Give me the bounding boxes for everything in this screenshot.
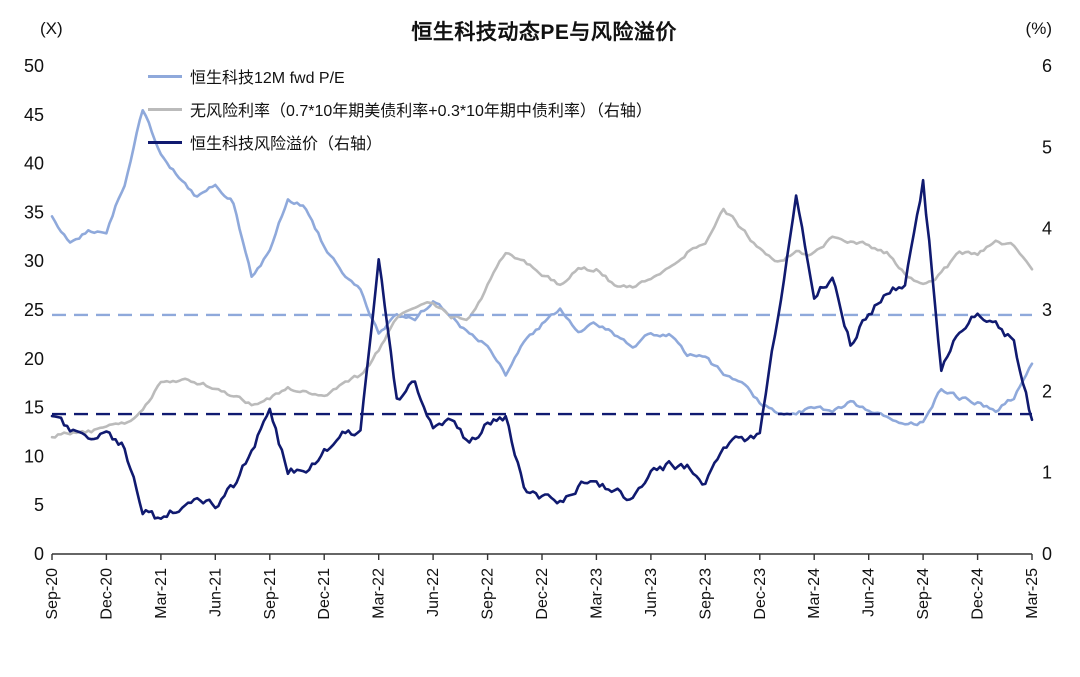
chart-legend: 恒生科技12M fwd P/E 无风险利率（0.7*10年期美债利率+0.3*1…: [148, 64, 652, 163]
svg-text:Sep-20: Sep-20: [44, 568, 61, 620]
svg-text:15: 15: [24, 398, 44, 418]
svg-text:Dec-21: Dec-21: [316, 568, 333, 620]
svg-text:25: 25: [24, 300, 44, 320]
line-chart: Sep-20 Dec-20 Mar-21 Jun-21 Sep-21 Dec-21 Mar-…: [24, 56, 1052, 620]
pe-line-swatch-icon: [148, 74, 182, 78]
chart-title: 恒生科技动态PE与风险溢价: [411, 21, 677, 44]
svg-text:Dec-23: Dec-23: [752, 568, 769, 620]
left-axis-unit-label: (X): [40, 19, 63, 38]
svg-text:45: 45: [24, 105, 44, 125]
svg-text:5: 5: [34, 495, 44, 515]
svg-text:6: 6: [1042, 56, 1052, 76]
svg-text:Mar-25: Mar-25: [1024, 568, 1041, 619]
legend-item-riskfree: 无风险利率（0.7*10年期美债利率+0.3*10年期中债利率）（右轴）: [148, 97, 652, 121]
svg-text:10: 10: [24, 446, 44, 466]
svg-text:1: 1: [1042, 463, 1052, 483]
svg-text:20: 20: [24, 349, 44, 369]
svg-text:Jun-23: Jun-23: [643, 568, 660, 617]
legend-label-erp: 恒生科技风险溢价（右轴）: [190, 136, 383, 153]
svg-text:Mar-21: Mar-21: [153, 568, 170, 619]
svg-text:30: 30: [24, 251, 44, 271]
svg-text:0: 0: [1042, 544, 1052, 564]
svg-text:Jun-22: Jun-22: [425, 568, 442, 617]
svg-text:0: 0: [34, 544, 44, 564]
legend-item-pe: 恒生科技12M fwd P/E: [148, 64, 652, 88]
svg-text:Dec-20: Dec-20: [98, 568, 115, 620]
legend-label-pe: 恒生科技12M fwd P/E: [190, 70, 345, 87]
svg-text:Jun-24: Jun-24: [861, 568, 878, 617]
svg-text:3: 3: [1042, 300, 1052, 320]
svg-text:Sep-22: Sep-22: [480, 568, 497, 620]
svg-text:Mar-22: Mar-22: [371, 568, 388, 619]
legend-label-riskfree: 无风险利率（0.7*10年期美债利率+0.3*10年期中债利率）（右轴）: [190, 103, 652, 120]
svg-text:Sep-21: Sep-21: [262, 568, 279, 620]
svg-text:50: 50: [24, 56, 44, 76]
svg-text:2: 2: [1042, 381, 1052, 401]
svg-text:Dec-22: Dec-22: [534, 568, 551, 620]
legend-item-erp: 恒生科技风险溢价（右轴）: [148, 130, 652, 154]
svg-text:Sep-23: Sep-23: [697, 568, 714, 620]
svg-text:Sep-24: Sep-24: [915, 568, 932, 620]
chart-header: (X) 恒生科技动态PE与风险溢价 (%): [0, 0, 1080, 54]
svg-text:Mar-24: Mar-24: [806, 568, 823, 619]
svg-text:5: 5: [1042, 137, 1052, 157]
right-axis-unit-label: (%): [1025, 19, 1052, 38]
svg-text:Jun-21: Jun-21: [207, 568, 224, 617]
svg-text:Mar-23: Mar-23: [588, 568, 605, 619]
svg-text:40: 40: [24, 154, 44, 174]
riskfree-line-swatch-icon: [148, 107, 182, 111]
erp-line-swatch-icon: [148, 140, 182, 144]
svg-text:Dec-24: Dec-24: [970, 568, 987, 620]
svg-text:35: 35: [24, 202, 44, 222]
svg-text:4: 4: [1042, 219, 1052, 239]
chart-body: 恒生科技12M fwd P/E 无风险利率（0.7*10年期美债利率+0.3*1…: [0, 54, 1080, 674]
